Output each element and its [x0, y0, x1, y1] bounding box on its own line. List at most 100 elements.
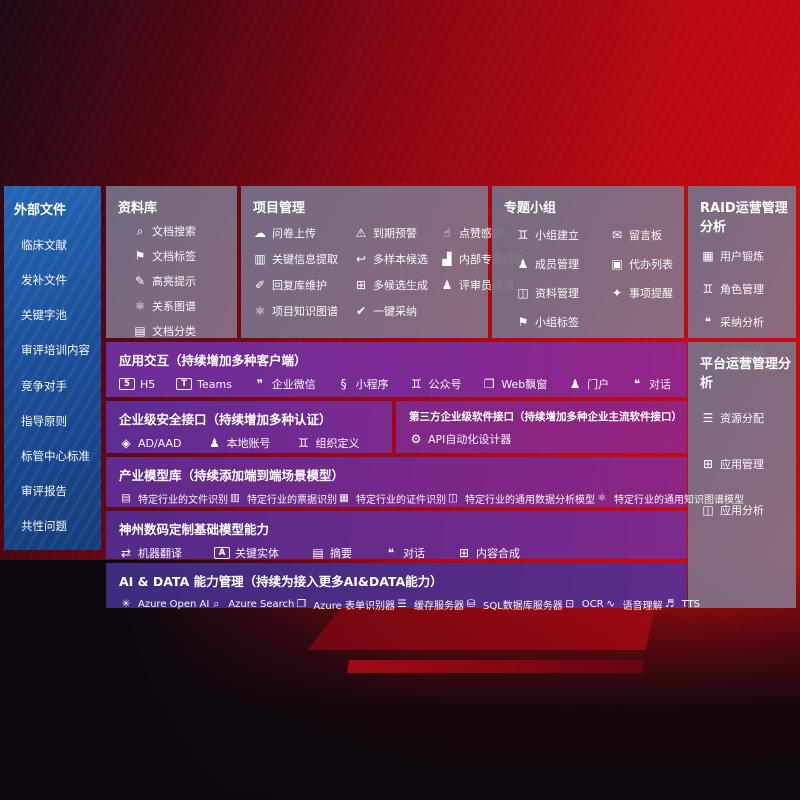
auth-label: AD/AAD — [138, 436, 182, 450]
box-thirdparty-software: 第三方企业级软件接口（持续增加多种企业主流软件接口） ⚙ API自动化设计器 — [396, 401, 687, 453]
feature-label: 成员管理 — [535, 258, 579, 271]
service-item: ✳ Azure Open AI — [119, 599, 210, 610]
panel-group-title: 专题小组 — [504, 201, 557, 216]
service-item: ⛁ SQL数据库服务器 — [464, 597, 563, 612]
tts-icon: ♬ — [664, 598, 675, 611]
client-label: Web飘窗 — [501, 378, 548, 391]
feature-label: 小组标签 — [535, 316, 579, 329]
row-dc-title: 神州数码定制基础模型能力 — [119, 522, 270, 537]
service-label: Azure Open AI — [138, 599, 210, 610]
service-label: SQL数据库服务器 — [483, 601, 563, 612]
bell-icon: ✦ — [611, 286, 623, 300]
message-board-icon: ✉ — [611, 228, 623, 242]
feature-item: ❝ 采纳分析 — [701, 314, 796, 330]
panel-library-title: 资料库 — [118, 201, 158, 216]
app-grid-icon: ⊞ — [702, 457, 714, 471]
model-label: 特定行业的通用数据分析模型 — [465, 495, 595, 506]
feature-item: ♊ 角色管理 — [701, 281, 796, 297]
panel-library: 资料库 ⌕ 文档搜索 ⚑ 文档标签 ✎ 高亮提示 ⚛ 关系图谱 ▤ 文档分类 — [106, 186, 237, 338]
thumbs-up-icon: ☝ — [443, 226, 451, 240]
file-doc-icon: ▤ — [121, 492, 131, 505]
list-icon: ☰ — [702, 411, 714, 425]
sidebar-item-keyword-pool: 关键字池 — [21, 308, 67, 323]
row-aidata-title: AI & DATA 能力管理（持续为接入更多AI&DATA能力） — [119, 574, 443, 589]
model-item: ▥ 特定行业的票据识别 — [228, 491, 337, 506]
feature-label: 应用管理 — [720, 458, 764, 471]
service-label: 语音理解 — [622, 601, 663, 612]
service-label: Azure 表单识别器 — [313, 601, 395, 612]
sidebar-item-common-issues: 共性问题 — [21, 518, 67, 533]
feature-item: ✦ 事项提醒 — [610, 285, 684, 301]
capability-label: 摘要 — [330, 547, 352, 560]
panel-raid-analysis: RAID运营管理分析 ▦用户锻炼 ♊角色管理 ❝采纳分析 ↗问题趋势 — [688, 186, 796, 362]
box-thirdparty-title: 第三方企业级软件接口（持续增加多种企业主流软件接口） — [409, 411, 682, 423]
panel-raid-title: RAID运营管理分析 — [700, 201, 788, 235]
feature-label: 角色管理 — [720, 283, 764, 296]
row-base-model-capability: 神州数码定制基础模型能力 ⇄ 机器翻译 A 关键实体 ▤ 摘要 ❝ 对话 ⊞ 内容合成 — [106, 511, 687, 561]
feature-label: 用户锻炼 — [720, 250, 764, 263]
feature-label: 关系图谱 — [152, 300, 196, 313]
client-item: ♊ 公众号 — [409, 376, 461, 392]
service-label: TTS — [681, 599, 700, 610]
ranking-icon: ▟ — [442, 252, 452, 266]
translate-icon: ⇄ — [120, 546, 132, 560]
feature-item: ☁ 问卷上传 — [253, 225, 354, 241]
model-label: 特定行业的文件识别 — [138, 495, 228, 506]
cache-server-icon: ☰ — [397, 598, 407, 611]
row-interaction-title: 应用交互（持续增加多种客户端） — [119, 353, 307, 368]
feature-label: 小组建立 — [535, 229, 579, 242]
feature-item: ♟ 成员管理 — [516, 256, 610, 272]
feature-label: 一键采纳 — [373, 305, 417, 318]
official-account-icon: ♊ — [411, 377, 422, 391]
feature-item: ♊ 小组建立 — [516, 227, 610, 243]
pen-icon: ✐ — [254, 278, 266, 292]
client-label: 公众号 — [428, 378, 462, 391]
feature-item: ✉ 留言板 — [610, 227, 684, 243]
capability-label: 对话 — [403, 547, 425, 560]
panel-platform-title: 平台运营管理分析 — [700, 357, 792, 391]
client-label: H5 — [140, 377, 156, 391]
model-item: ▤ 特定行业的文件识别 — [119, 491, 228, 506]
album-icon: ◫ — [517, 286, 529, 300]
knowledge-graph-icon: ⚛ — [254, 304, 266, 318]
sidebar-external-files: 外部文件 临床文献 发补文件 关键字池 审评培训内容 竞争对手 指导原则 标管中… — [4, 186, 101, 550]
tag-icon: ⚑ — [517, 315, 529, 329]
feature-item: ▥ 关键信息提取 — [253, 251, 354, 267]
capability-label: 关键实体 — [235, 547, 279, 560]
panel-project-management: 项目管理 ☁问卷上传 ⚠到期预警 ☝点赞感谢 ▥关键信息提取 ↩多样本候选 ▟内… — [241, 186, 525, 338]
row-ai-data-management: AI & DATA 能力管理（持续为接入更多AI&DATA能力） ✳ Azure … — [106, 563, 700, 612]
api-item: ⚙ API自动化设计器 — [409, 431, 512, 447]
service-item: ❐ Azure 表单识别器 — [294, 597, 395, 612]
client-label: 门户 — [587, 378, 610, 391]
feature-item: ⌕ 文档搜索 — [133, 223, 237, 239]
feature-item: ☰ 资源分配 — [701, 410, 796, 426]
people-icon: ♊ — [517, 228, 529, 242]
speech-icon: ∿ — [606, 598, 616, 611]
model-item: ▦ 特定行业的证件识别 — [337, 491, 446, 506]
service-label: OCR — [581, 599, 604, 610]
data-chart-icon: ◫ — [448, 492, 458, 505]
client-item: § 小程序 — [337, 376, 389, 392]
feature-label: 问卷上传 — [272, 227, 316, 240]
feature-label: 应用分析 — [720, 504, 764, 517]
service-item: ♬ TTS — [663, 599, 700, 610]
capability-item: ▤ 摘要 — [311, 545, 352, 561]
qa-chat-icon: ❝ — [704, 315, 712, 329]
auth-label: 组织定义 — [315, 437, 360, 450]
box-security-title: 企业级安全接口（持续增加多种认证） — [119, 412, 332, 427]
sidebar-item-center-standards: 标管中心标准 — [21, 448, 90, 463]
tag-icon: ⚑ — [134, 249, 146, 263]
capability-item: ⊞ 内容合成 — [457, 545, 520, 561]
feature-item: ⚑ 小组标签 — [516, 314, 610, 330]
client-item: T Teams — [176, 378, 232, 391]
auth-item: ♟ 本地账号 — [208, 435, 270, 451]
local-account-icon: ♟ — [209, 436, 220, 450]
panel-platform-analysis: 平台运营管理分析 ☰ 资源分配 ⊞ 应用管理 ◫ 应用分析 — [688, 342, 796, 608]
model-item: ◫ 特定行业的通用数据分析模型 — [446, 491, 595, 506]
cloud-upload-icon: ☁ — [254, 226, 266, 240]
html5-icon: 5 — [119, 377, 135, 391]
miniprogram-icon: § — [340, 377, 347, 391]
feature-item: ⚠ 到期预警 — [354, 225, 440, 241]
row-industry-title: 产业模型库（持续添加端到端场景模型） — [119, 468, 345, 483]
capability-item: A 关键实体 — [214, 545, 279, 561]
